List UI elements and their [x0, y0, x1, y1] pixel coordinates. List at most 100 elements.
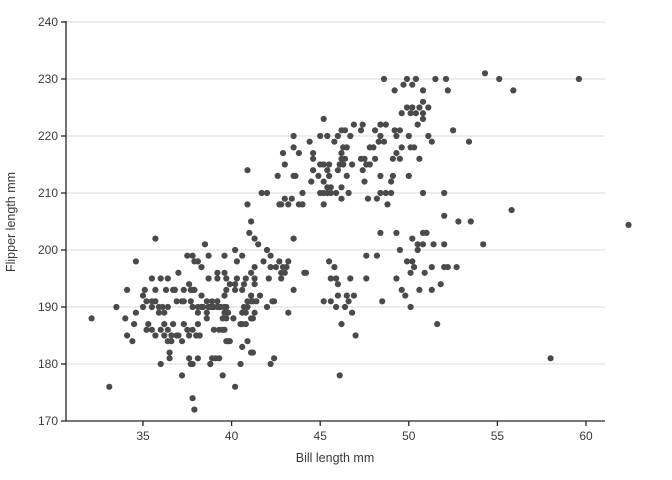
- scatter-point: [364, 195, 372, 202]
- scatter-point: [242, 309, 249, 316]
- scatter-point: [320, 201, 327, 208]
- scatter-point: [465, 138, 473, 145]
- scatter-point: [232, 286, 239, 293]
- scatter-point: [333, 303, 340, 311]
- scatter-point: [290, 235, 297, 242]
- scatter-point: [396, 155, 403, 162]
- scatter-point: [299, 189, 306, 197]
- scatter-point: [223, 286, 230, 293]
- scatter-point: [419, 98, 427, 105]
- scatter-point: [382, 189, 389, 197]
- scatter-point: [207, 360, 214, 368]
- scatter-point: [315, 172, 322, 179]
- scatter-point: [327, 298, 334, 305]
- scatter-point: [407, 110, 414, 117]
- scatter-point: [223, 275, 230, 282]
- scatter-point: [331, 138, 338, 145]
- scatter-point: [398, 144, 405, 151]
- scatter-point: [178, 338, 186, 345]
- scatter-point: [131, 321, 138, 328]
- scatter-point: [281, 269, 288, 276]
- scatter-point: [359, 121, 366, 128]
- scatter-point: [288, 195, 295, 202]
- scatter-point: [226, 338, 233, 345]
- scatter-point: [263, 303, 271, 311]
- scatter-point: [396, 246, 403, 254]
- scatter-point: [168, 332, 175, 339]
- scatter-point: [290, 144, 297, 151]
- y-tick-label-240: 240: [38, 15, 58, 29]
- scatter-point: [240, 281, 248, 288]
- scatter-point: [189, 395, 196, 402]
- scatter-point: [370, 144, 377, 151]
- scatter-point: [384, 201, 391, 208]
- scatter-point: [285, 201, 292, 208]
- scatter-point: [425, 132, 432, 140]
- scatter-point: [336, 372, 343, 379]
- scatter-point: [272, 264, 279, 271]
- scatter-point: [412, 75, 419, 83]
- scatter-point: [338, 195, 345, 202]
- scatter-point: [161, 309, 168, 316]
- scatter-point: [295, 150, 302, 157]
- scatter-point: [398, 286, 405, 293]
- scatter-point: [320, 178, 327, 185]
- scatter-point: [189, 303, 196, 311]
- data-points: [88, 70, 632, 413]
- scatter-point: [419, 241, 427, 248]
- scatter-point: [334, 132, 341, 140]
- scatter-point: [171, 286, 178, 293]
- scatter-point: [251, 275, 258, 282]
- scatter-point: [320, 115, 327, 122]
- scatter-point: [481, 70, 489, 77]
- scatter-point: [187, 298, 194, 305]
- scatter-point: [283, 264, 290, 271]
- scatter-point: [189, 326, 196, 333]
- scatter-point: [407, 303, 414, 311]
- y-tick-label-210: 210: [38, 186, 58, 200]
- scatter-point: [152, 286, 159, 293]
- scatter-point: [180, 286, 187, 293]
- scatter-point: [299, 201, 306, 208]
- scatter-point: [379, 298, 386, 305]
- scatter-point: [428, 286, 435, 293]
- scatter-point: [359, 167, 366, 174]
- scatter-point: [377, 229, 384, 236]
- scatter-point: [290, 132, 297, 140]
- scatter-point: [186, 355, 193, 362]
- scatter-point: [141, 286, 148, 293]
- scatter-point: [157, 275, 164, 282]
- scatter-point: [419, 110, 427, 117]
- scatter-point: [414, 246, 421, 254]
- scatter-point: [194, 258, 201, 265]
- scatter-point: [377, 172, 384, 179]
- scatter-point: [338, 184, 345, 191]
- scatter-point: [400, 81, 407, 88]
- scatter-point: [393, 229, 400, 236]
- scatter-point: [496, 75, 503, 83]
- scatter-point: [161, 321, 168, 328]
- scatter-point: [361, 155, 368, 162]
- scatter-point: [281, 161, 288, 168]
- scatter-point: [216, 355, 223, 362]
- scatter-point: [122, 315, 129, 322]
- scatter-point: [467, 218, 474, 225]
- scatter-point: [148, 326, 155, 333]
- scatter-point: [258, 189, 265, 197]
- scatter-point: [510, 87, 517, 94]
- scatter-point: [180, 321, 187, 328]
- scatter-point: [233, 258, 240, 265]
- scatter-point: [152, 235, 159, 242]
- scatter-point: [281, 195, 288, 202]
- scatter-point: [396, 127, 403, 134]
- scatter-point: [377, 132, 384, 140]
- scatter-point: [421, 269, 428, 276]
- scatter-point: [219, 372, 226, 379]
- scatter-point: [157, 360, 164, 368]
- scatter-point: [129, 338, 136, 345]
- scatter-point: [166, 349, 173, 356]
- scatter-point: [441, 212, 448, 219]
- scatter-point: [244, 338, 251, 345]
- scatter-point: [625, 221, 632, 228]
- scatter-point: [248, 269, 255, 276]
